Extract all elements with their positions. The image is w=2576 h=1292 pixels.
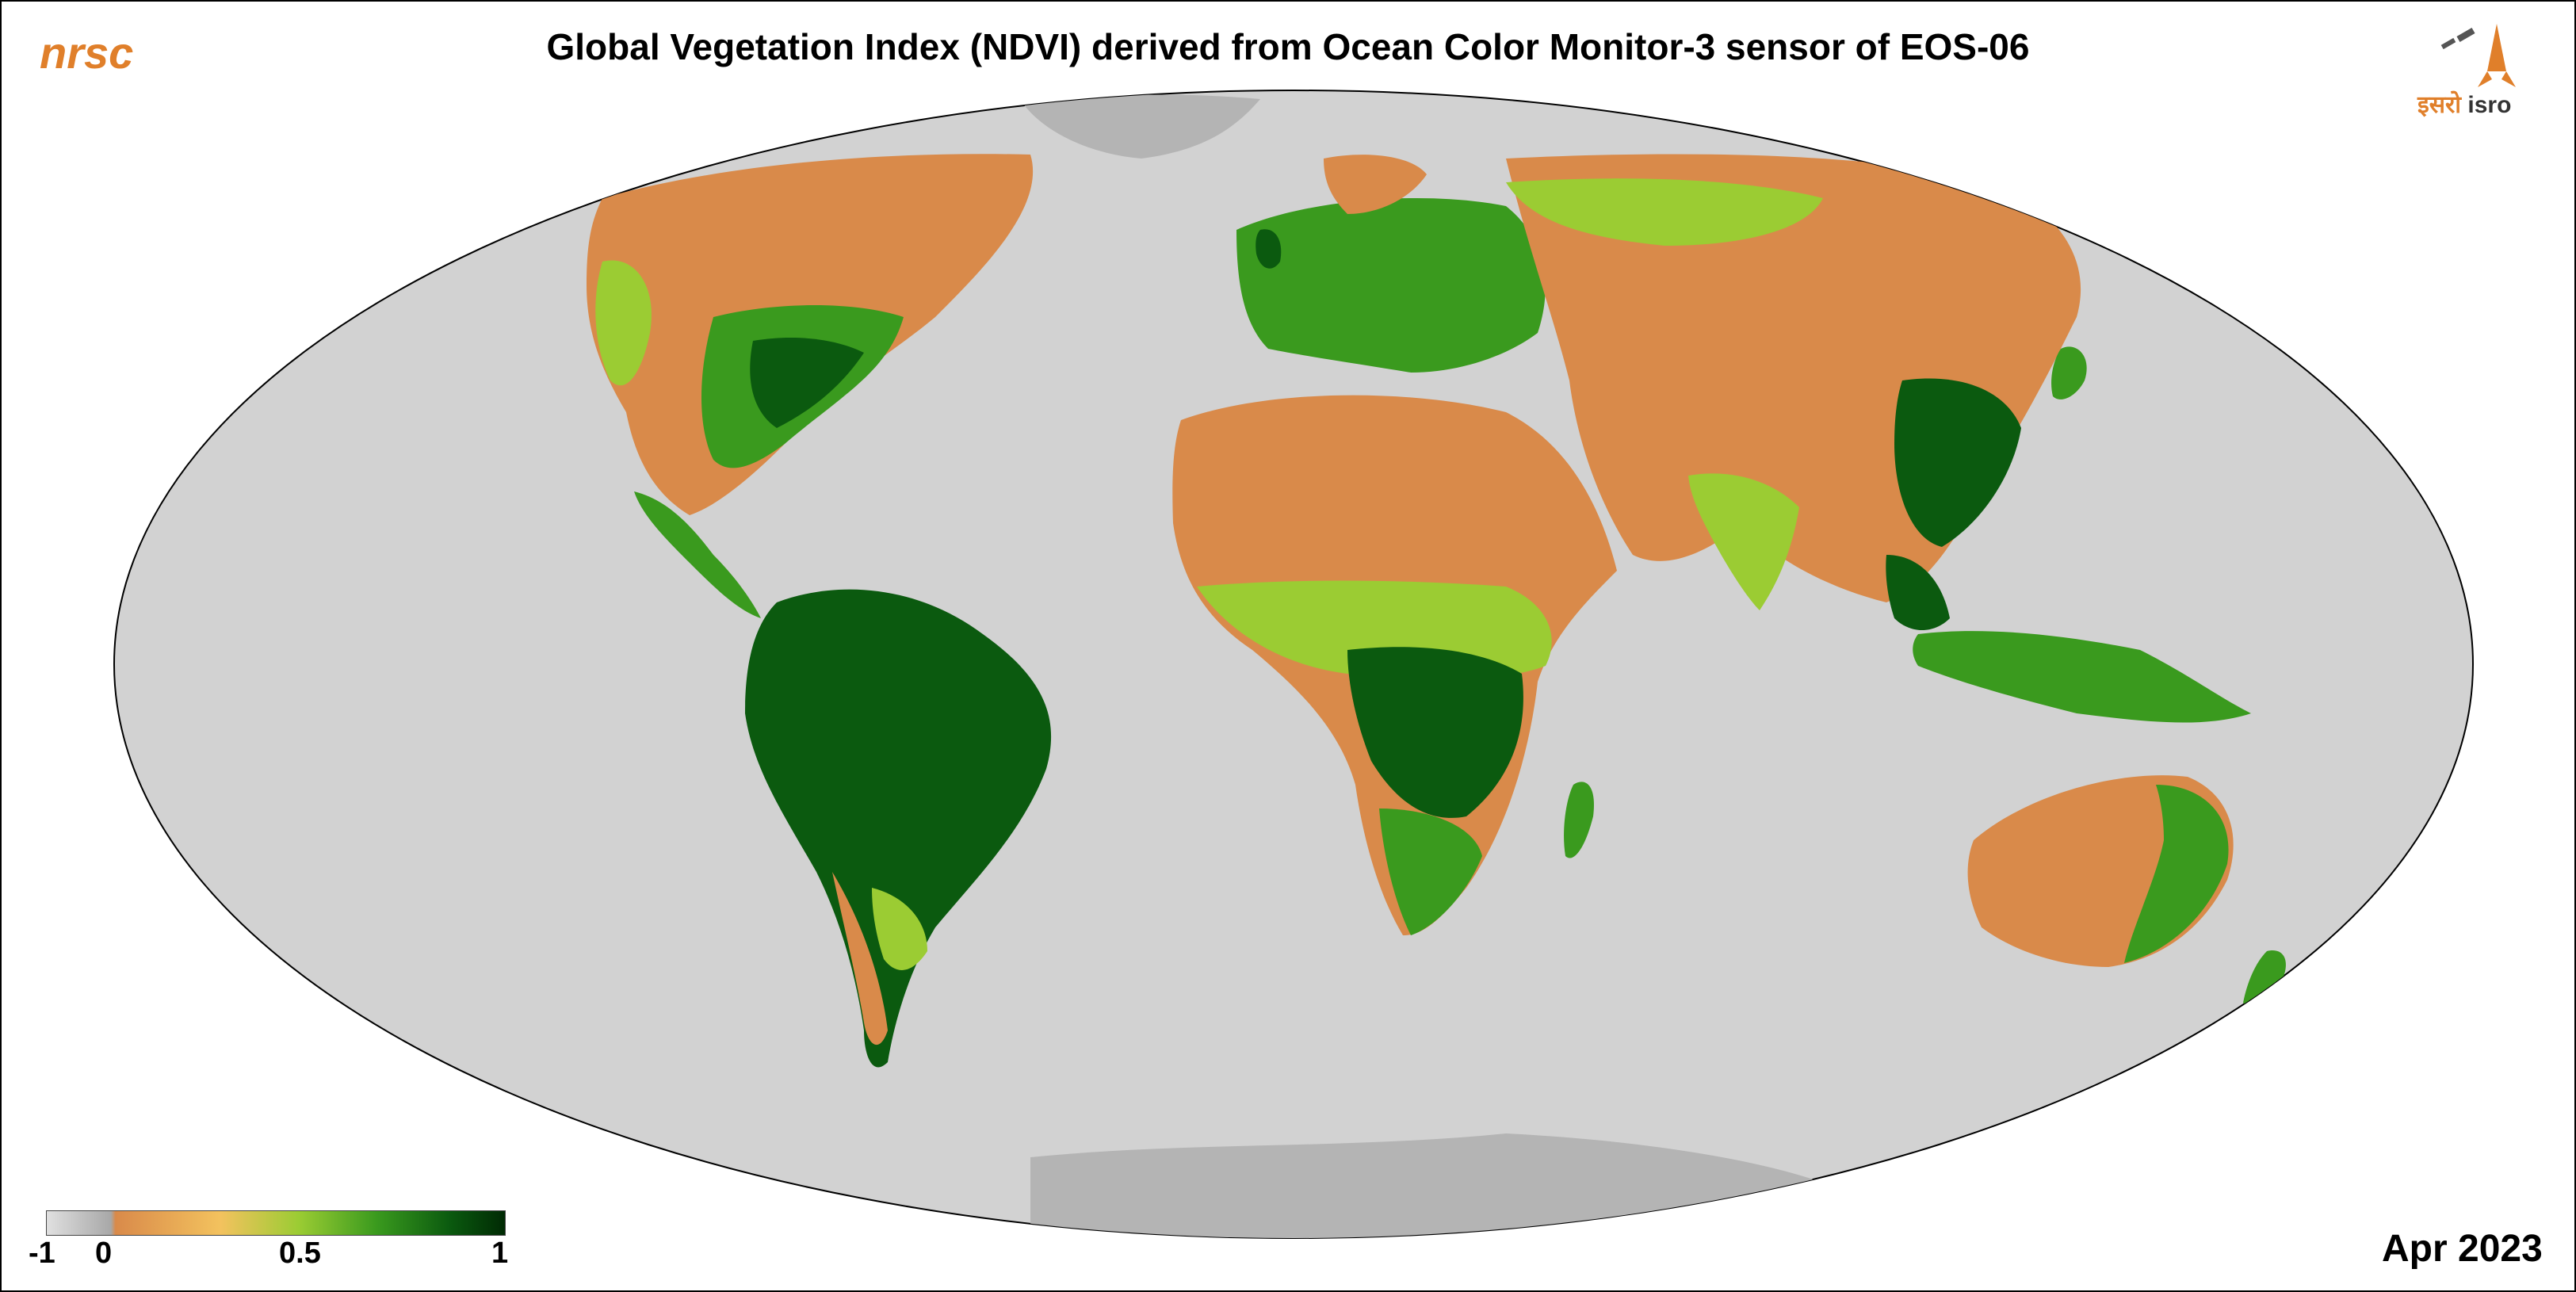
greenland: [1022, 94, 1260, 159]
southeast-asia: [1886, 555, 1950, 630]
legend-tick-max: 1: [491, 1237, 509, 1270]
scandinavia: [1324, 155, 1427, 214]
south-america: [745, 589, 1052, 1068]
new-zealand: [2243, 950, 2286, 1006]
europe: [1236, 198, 1546, 373]
madagascar: [1564, 782, 1594, 858]
japan: [2051, 346, 2087, 399]
na-dense-forest: [750, 337, 864, 428]
isro-rocket-icon: [2440, 24, 2516, 87]
central-america: [634, 491, 761, 618]
isro-hindi: इसरो: [2417, 92, 2462, 118]
date-label: Apr 2023: [2382, 1228, 2543, 1270]
sa-south-grass: [872, 888, 927, 970]
isro-wordmark: इसरो isro: [2417, 87, 2511, 120]
indonesia: [1913, 631, 2251, 723]
na-west-green: [595, 260, 652, 386]
isro-latin: isro: [2467, 92, 2512, 118]
sa-south-dry: [832, 872, 888, 1045]
nrsc-logo: nrsc: [40, 28, 134, 78]
legend-tick-min: -1: [29, 1237, 55, 1270]
india: [1688, 473, 1799, 610]
legend-tick-mid: 0.5: [279, 1237, 321, 1270]
china-forest: [1894, 378, 2021, 547]
antarctica: [1030, 1133, 1839, 1238]
africa-south: [1379, 808, 1482, 935]
legend-tick-zero: 0: [95, 1237, 113, 1270]
siberia-forest: [1506, 178, 1823, 246]
africa-rainforest: [1347, 647, 1523, 818]
ndvi-color-legend: [46, 1210, 506, 1236]
australia-east-green: [2124, 785, 2229, 963]
map-title: Global Vegetation Index (NDVI) derived f…: [546, 26, 2030, 67]
british-isles: [1256, 229, 1282, 269]
